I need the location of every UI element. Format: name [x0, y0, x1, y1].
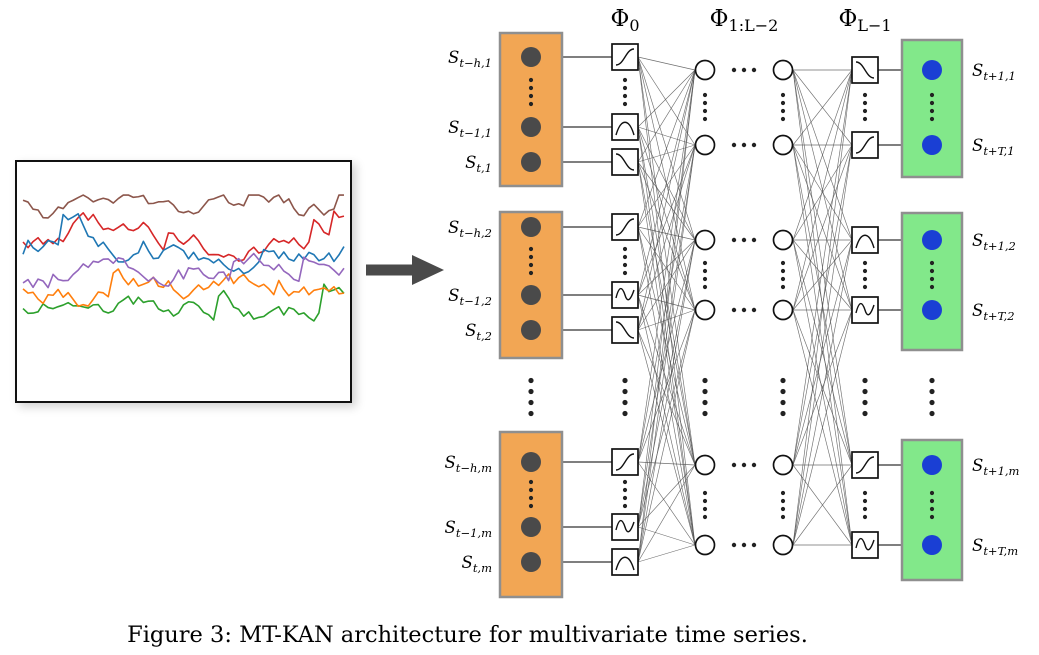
- layer-label-phi-L-1: ΦL−1: [838, 6, 891, 35]
- right-arrow-icon: [366, 255, 444, 285]
- input-label: St−h,m: [444, 453, 492, 475]
- output-label: St+1,1: [972, 61, 1016, 83]
- hidden-node: [772, 534, 794, 556]
- hidden-node: [694, 229, 716, 251]
- input-label: St,m: [462, 553, 493, 575]
- input-label: St,1: [465, 153, 492, 175]
- activation-box: [851, 131, 879, 159]
- phiL-connections: [792, 69, 853, 546]
- ellipsis-dots: [528, 67, 935, 548]
- hidden-node: [772, 229, 794, 251]
- hidden-node: [772, 454, 794, 476]
- activation-box: [611, 43, 639, 71]
- hidden-node: [772, 299, 794, 321]
- input-node: [521, 47, 541, 67]
- output-node: [922, 300, 942, 320]
- output-label: St+1,m: [972, 456, 1020, 478]
- hidden-node: [772, 134, 794, 156]
- hidden-node: [694, 534, 716, 556]
- output-node: [922, 455, 942, 475]
- series-line-orange: [22, 268, 345, 308]
- series-line-brown: [22, 194, 344, 219]
- phi0-connections: [637, 56, 696, 563]
- time-series-chart: [22, 194, 345, 322]
- output-node: [922, 135, 942, 155]
- series-line-green: [22, 283, 345, 322]
- activation-box: [851, 296, 879, 324]
- activation-box: [611, 281, 639, 309]
- activation-box: [851, 56, 879, 84]
- layer-label-phi-1-L-2: Φ1:L−2: [710, 6, 779, 35]
- activation-box: [611, 148, 639, 176]
- output-label: St+1,2: [972, 231, 1016, 253]
- input-node: [521, 285, 541, 305]
- input-node: [521, 117, 541, 137]
- input-label: St−1,m: [445, 518, 493, 540]
- input-label: St−1,2: [448, 286, 492, 308]
- input-node: [521, 517, 541, 537]
- layer-label-phi-0: Φ0: [610, 6, 639, 35]
- activation-box: [611, 213, 639, 241]
- hidden-node: [694, 134, 716, 156]
- hidden-node: [694, 59, 716, 81]
- hidden-nodes: [694, 59, 794, 556]
- input-node: [521, 217, 541, 237]
- figure-caption: Figure 3: MT-KAN architecture for multiv…: [127, 622, 808, 648]
- input-label: St−h,1: [448, 48, 492, 70]
- hidden-node: [772, 59, 794, 81]
- input-node: [521, 320, 541, 340]
- activation-box: [611, 316, 639, 344]
- activation-box: [611, 548, 639, 576]
- activation-box: [611, 513, 639, 541]
- activation-box: [851, 451, 879, 479]
- activation-box: [851, 531, 879, 559]
- input-node: [521, 452, 541, 472]
- activation-box: [851, 226, 879, 254]
- input-label: St−1,1: [448, 118, 492, 140]
- series-line-red: [22, 210, 345, 262]
- series-line-purple: [22, 252, 345, 289]
- output-label: St+T,1: [972, 136, 1015, 158]
- activation-box: [611, 448, 639, 476]
- input-node: [521, 152, 541, 172]
- hidden-node: [694, 299, 716, 321]
- input-label: St,2: [465, 321, 492, 343]
- time-series-plot: [15, 160, 352, 403]
- mtkan-network-diagram: Φ0 Φ1:L−2 ΦL−1 St−h,1 St−1,1 St,1 St−h,2…: [444, 6, 1020, 599]
- input-nodes: [521, 47, 541, 572]
- output-node: [922, 60, 942, 80]
- hidden-node: [694, 454, 716, 476]
- input-node: [521, 552, 541, 572]
- output-node: [922, 230, 942, 250]
- series-line-blue: [22, 212, 345, 275]
- activation-box: [611, 113, 639, 141]
- output-nodes: [922, 60, 942, 555]
- input-label: St−h,2: [448, 218, 492, 240]
- output-label: St+T,m: [972, 536, 1018, 558]
- output-node: [922, 535, 942, 555]
- output-label: St+T,2: [972, 301, 1015, 323]
